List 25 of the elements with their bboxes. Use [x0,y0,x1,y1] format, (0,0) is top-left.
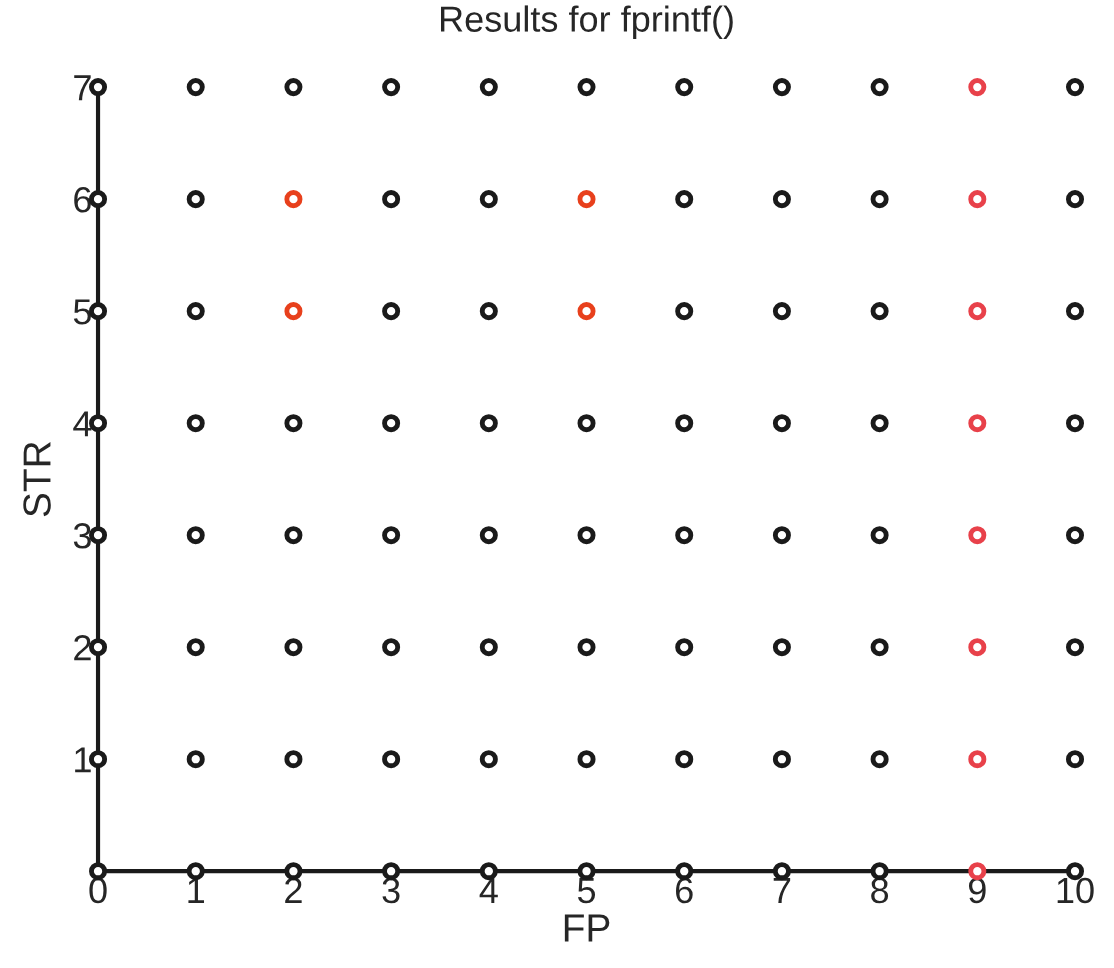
point [968,862,987,881]
point [968,78,987,97]
point [284,302,303,321]
point [968,526,987,545]
point [968,638,987,657]
point [577,302,596,321]
chart-title: Results for fprintf() [441,5,733,40]
y-tick-label: 2 [74,635,91,661]
y-tick-label: 4 [73,411,92,437]
y-tick-label: 7 [74,75,91,101]
x-tick-label: 6 [676,877,693,904]
point [968,302,987,321]
x-tick-label: 4 [479,878,498,903]
y-axis-title: STR [23,442,51,517]
x-tick-label: 10 [1057,877,1094,904]
y-tick-label: 6 [74,187,91,213]
point [968,414,987,433]
point [968,190,987,209]
point [284,190,303,209]
y-tick-label: 5 [73,299,91,325]
y-tick-label: 3 [73,523,91,549]
y-tick-label: 1 [75,747,91,773]
x-axis-title: FP [564,914,610,942]
point [577,190,596,209]
point [968,750,987,769]
